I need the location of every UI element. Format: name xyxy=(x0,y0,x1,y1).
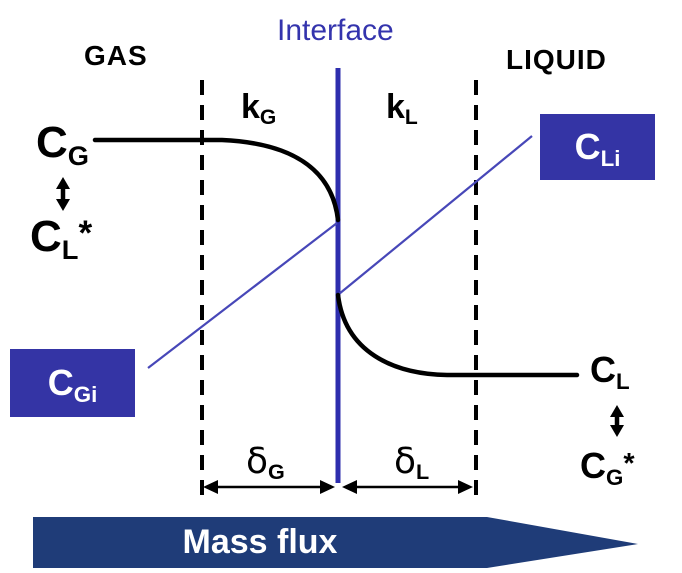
mass-flux-label: Mass flux xyxy=(182,523,338,561)
liquid-film-thickness-label: δL xyxy=(394,441,430,485)
liquid-region-label: LIQUID xyxy=(506,44,607,75)
liquid-bulk-concentration-label: CL xyxy=(590,349,630,394)
liquid-interface-concentration-box: CLi xyxy=(540,114,655,180)
gas-region-label: GAS xyxy=(84,40,148,71)
interface-title: Interface xyxy=(277,14,394,47)
mass-flux-arrow xyxy=(33,517,638,568)
gas-film-thickness-label: δG xyxy=(246,441,285,485)
gas-film-thickness-arrow xyxy=(203,480,335,494)
gas-concentration-profile-curve xyxy=(92,137,341,223)
cgi-leader-line xyxy=(147,222,338,369)
liquid-film-thickness-arrow xyxy=(342,480,473,494)
gas-equilibrium-arrow-icon xyxy=(56,177,70,211)
liquid-equilibrium-concentration-label: CG* xyxy=(580,445,635,490)
gas-transfer-coefficient-label: kG xyxy=(241,88,277,130)
gas-equilibrium-concentration-label: CL* xyxy=(30,212,93,266)
liquid-transfer-coefficient-label: kL xyxy=(386,88,418,130)
gas-bulk-concentration-label: CG xyxy=(36,118,89,172)
liquid-concentration-profile-curve xyxy=(335,292,580,378)
liquid-equilibrium-arrow-icon xyxy=(610,405,624,437)
cli-leader-line xyxy=(338,135,533,295)
gas-interface-concentration-box: CGi xyxy=(10,349,135,417)
